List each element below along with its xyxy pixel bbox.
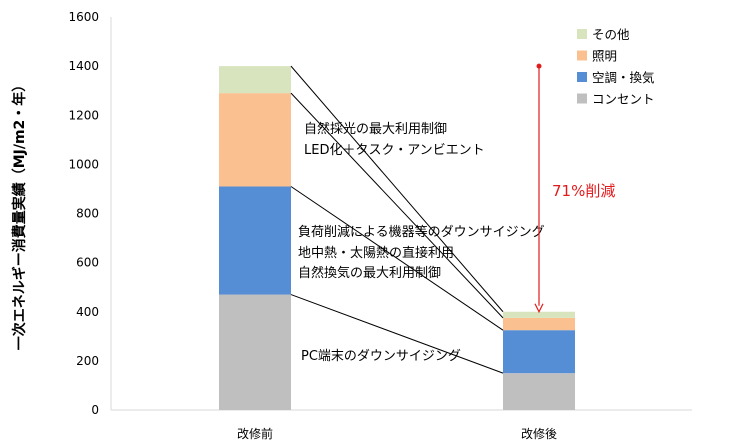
bar-segment [219,186,291,295]
connector-line [290,65,504,313]
x-tick-label: 改修後 [521,426,557,441]
annotation-hvac: 負荷削減による機器等のダウンサイジング 地中熱・太陽熱の直接利用 自然換気の最大… [298,224,545,281]
y-tick-labels: 0 200 400 600 800 1000 1200 1400 1600 [68,10,99,417]
bar-segment [219,294,291,410]
connector-line [290,186,504,331]
legend-label: その他 [592,27,630,42]
bar-segment [503,311,575,318]
y-tick-label: 800 [76,207,99,221]
bar-segment [503,373,575,410]
reduction-arrow [534,63,544,314]
legend-swatch [577,50,587,61]
annotation-outlet: PC端末のダウンサイジング [301,349,461,364]
connector-lines [290,65,504,374]
annotation-hvac-line-3: 自然換気の最大利用制御 [298,265,441,281]
y-tick-label: 0 [91,403,99,417]
y-tick-label: 1000 [68,157,99,171]
annotation-hvac-line-2: 地中熱・太陽熱の直接利用 [298,245,454,261]
y-tick-label: 1200 [68,108,99,122]
reduction-arrow-head [534,303,544,314]
bar-segment [503,317,575,331]
reduction-label: 71%削減 [552,182,615,200]
x-tick-label: 改修前 [237,426,273,441]
bar-segment [503,330,575,374]
legend-swatch [577,93,587,104]
legend-label: 空調・換気 [592,70,655,85]
y-axis-title: 一次エネルギー消費量実績（MJ/m2・年） [11,78,28,351]
y-tick-label: 400 [76,305,99,319]
annotation-lighting-line-1: 自然採光の最大利用制御 [304,121,447,137]
x-tick-labels: 改修前 改修後 [237,426,557,441]
annotation-lighting: 自然採光の最大利用制御 LED化＋タスク・アンビエント [304,121,485,158]
bar-segment [219,66,291,94]
bar-segment [219,93,291,187]
connector-line [290,92,504,319]
y-axis: 0 200 400 600 800 1000 1200 1400 1600 [68,10,112,417]
connector-line [290,294,504,374]
legend-swatch [577,72,587,82]
annotation-hvac-line-1: 負荷削減による機器等のダウンサイジング [298,224,545,240]
annotation-lighting-line-2: LED化＋タスク・アンビエント [304,143,485,158]
legend-label: コンセント [592,92,655,107]
y-tick-label: 200 [76,354,99,368]
y-tick-label: 1400 [68,59,99,73]
legend-label: 照明 [592,49,617,64]
y-tick-label: 600 [76,256,99,270]
y-tick-label: 1600 [68,10,99,24]
bars [219,66,575,410]
legend-swatch [577,29,587,39]
